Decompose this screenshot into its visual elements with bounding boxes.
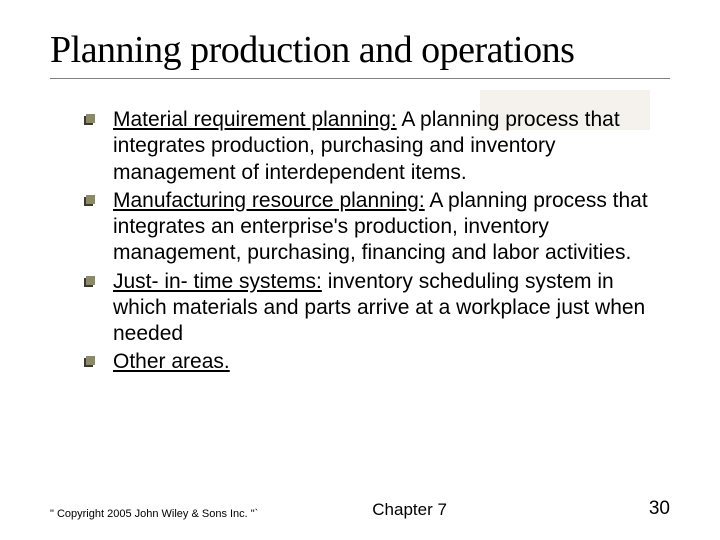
chapter-label: Chapter 7 — [372, 500, 447, 520]
slide-title: Planning production and operations — [50, 28, 670, 79]
bullet-icon — [84, 276, 95, 287]
bullet-text: Just- in- time systems: inventory schedu… — [113, 269, 670, 348]
copyright-text: " Copyright 2005 John Wiley & Sons Inc. … — [50, 508, 258, 520]
bullet-term: Material requirement planning: — [113, 108, 397, 131]
bullet-icon — [84, 356, 95, 367]
bullet-term: Other areas. — [113, 350, 230, 373]
page-number: 30 — [649, 498, 670, 520]
bullet-text: Material requirement planning: A plannin… — [113, 107, 670, 186]
bullet-text: Manufacturing resource planning: A plann… — [113, 188, 670, 267]
slide-footer: " Copyright 2005 John Wiley & Sons Inc. … — [50, 498, 670, 520]
bullet-list: Material requirement planning: A plannin… — [50, 107, 670, 376]
bullet-term: Manufacturing resource planning: — [113, 189, 425, 212]
bullet-icon — [84, 195, 95, 206]
bullet-icon — [84, 114, 95, 125]
list-item: Manufacturing resource planning: A plann… — [84, 188, 670, 267]
list-item: Just- in- time systems: inventory schedu… — [84, 269, 670, 348]
bullet-text: Other areas. — [113, 349, 230, 375]
slide: Planning production and operations Mater… — [0, 0, 720, 540]
list-item: Other areas. — [84, 349, 670, 375]
bullet-term: Just- in- time systems: — [113, 270, 322, 293]
list-item: Material requirement planning: A plannin… — [84, 107, 670, 186]
